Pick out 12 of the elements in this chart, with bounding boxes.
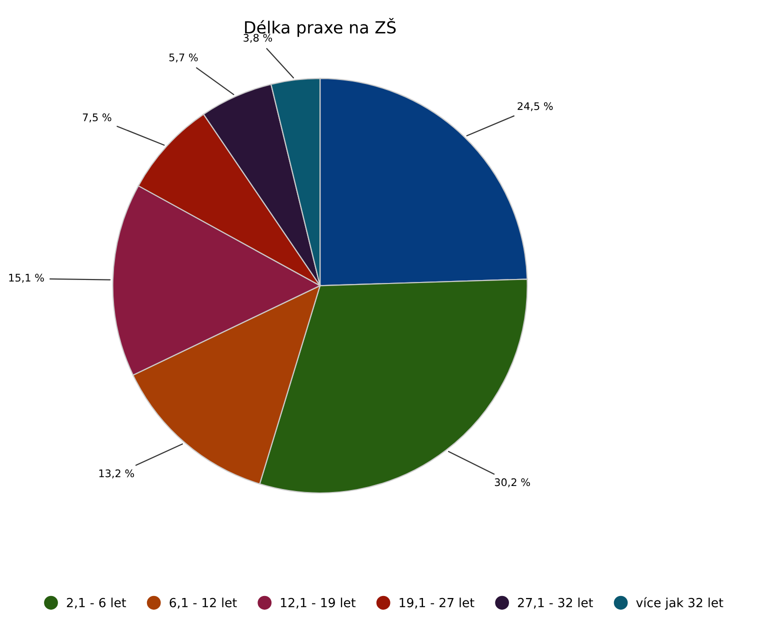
data-label: 7,5 % xyxy=(82,113,112,122)
data-label: 15,1 % xyxy=(9,274,44,283)
data-label: 30,2 % xyxy=(494,478,530,488)
legend-label: 27,1 - 32 let xyxy=(518,598,593,609)
data-label: 5,7 % xyxy=(169,53,198,62)
legend-label: 19,1 - 27 let xyxy=(400,598,474,609)
legend-label: 2,1 - 6 let xyxy=(66,598,126,609)
data-label: 13,2 % xyxy=(99,469,134,478)
legend-label: více jak 32 let xyxy=(636,597,724,610)
data-label: 24,5 % xyxy=(518,102,553,112)
legend-label: 12,1 - 19 let xyxy=(280,598,356,609)
legend-label: 6,1 - 12 let xyxy=(170,598,237,609)
